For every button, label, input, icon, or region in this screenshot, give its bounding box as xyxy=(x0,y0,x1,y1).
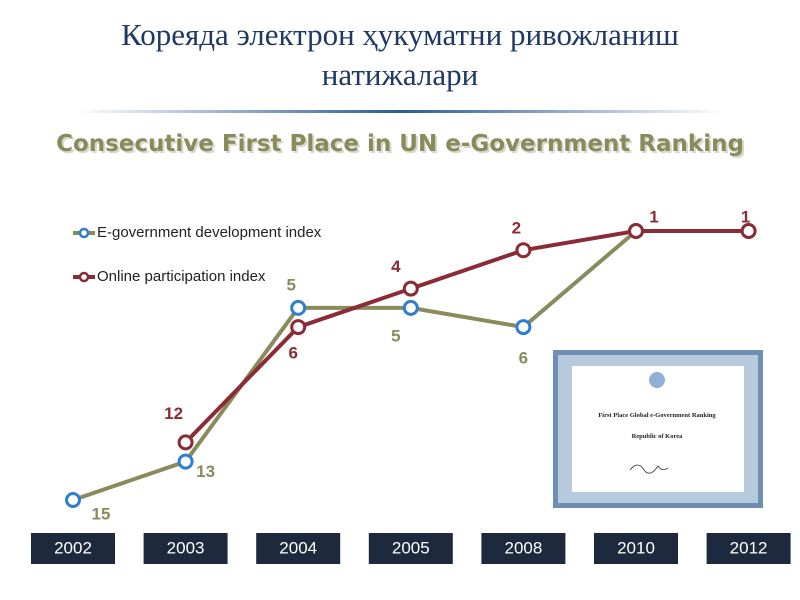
category-box xyxy=(594,533,678,564)
data-label: 12 xyxy=(164,404,183,423)
point-marker xyxy=(628,223,644,239)
data-label: 4 xyxy=(391,257,401,276)
x-tick-label: 2004 xyxy=(279,538,317,557)
certificate-text: First Place Global e-Government Ranking xyxy=(598,412,716,419)
certificate: First Place Global e-Government Ranking … xyxy=(553,350,763,508)
series-line xyxy=(184,229,749,444)
point-marker xyxy=(515,319,532,336)
legend-label: Online participation index xyxy=(97,268,266,285)
data-label: 1 xyxy=(649,207,658,226)
data-label: 13 xyxy=(196,462,215,481)
point-marker xyxy=(515,242,532,259)
subtitle-shadow: Consecutive First Place in UN e-Governme… xyxy=(58,133,746,159)
slide-title: натижалари xyxy=(322,57,478,92)
point-marker xyxy=(290,319,307,336)
un-emblem xyxy=(649,372,665,388)
category-box xyxy=(143,533,228,564)
x-tick-label: 2005 xyxy=(392,538,430,557)
data-label: 6 xyxy=(519,349,528,368)
category-box xyxy=(481,533,566,564)
point-marker xyxy=(177,453,194,470)
category-box xyxy=(256,533,341,564)
slide-title: Кореяда электрон ҳукуматни ривожланиш xyxy=(121,17,679,52)
certificate-text: Republic of Korea xyxy=(632,433,684,440)
point-marker xyxy=(402,299,419,316)
data-label: 5 xyxy=(391,326,400,345)
category-box xyxy=(706,533,791,564)
legend-marker xyxy=(78,271,90,283)
x-tick-label: 2003 xyxy=(167,538,205,557)
data-label: 15 xyxy=(92,504,111,523)
point-marker xyxy=(290,299,307,316)
data-label: 5 xyxy=(286,275,295,294)
divider xyxy=(75,110,725,113)
point-marker xyxy=(740,223,757,239)
point-marker xyxy=(65,492,81,508)
data-label: 2 xyxy=(512,219,521,238)
x-tick-label: 2010 xyxy=(617,538,655,557)
x-tick-label: 2008 xyxy=(504,538,542,557)
legend-marker xyxy=(78,227,90,239)
signature xyxy=(629,464,669,474)
category-box xyxy=(368,533,453,564)
x-tick-label: 2012 xyxy=(730,538,768,557)
subtitle: Consecutive First Place in UN e-Governme… xyxy=(56,131,744,157)
point-marker xyxy=(402,280,419,297)
legend-label: E-government development index xyxy=(97,224,322,241)
category-box xyxy=(31,533,115,564)
x-tick-label: 2002 xyxy=(54,538,92,557)
data-label: 6 xyxy=(288,344,297,363)
data-label: 1 xyxy=(741,207,750,226)
point-marker xyxy=(177,434,194,451)
